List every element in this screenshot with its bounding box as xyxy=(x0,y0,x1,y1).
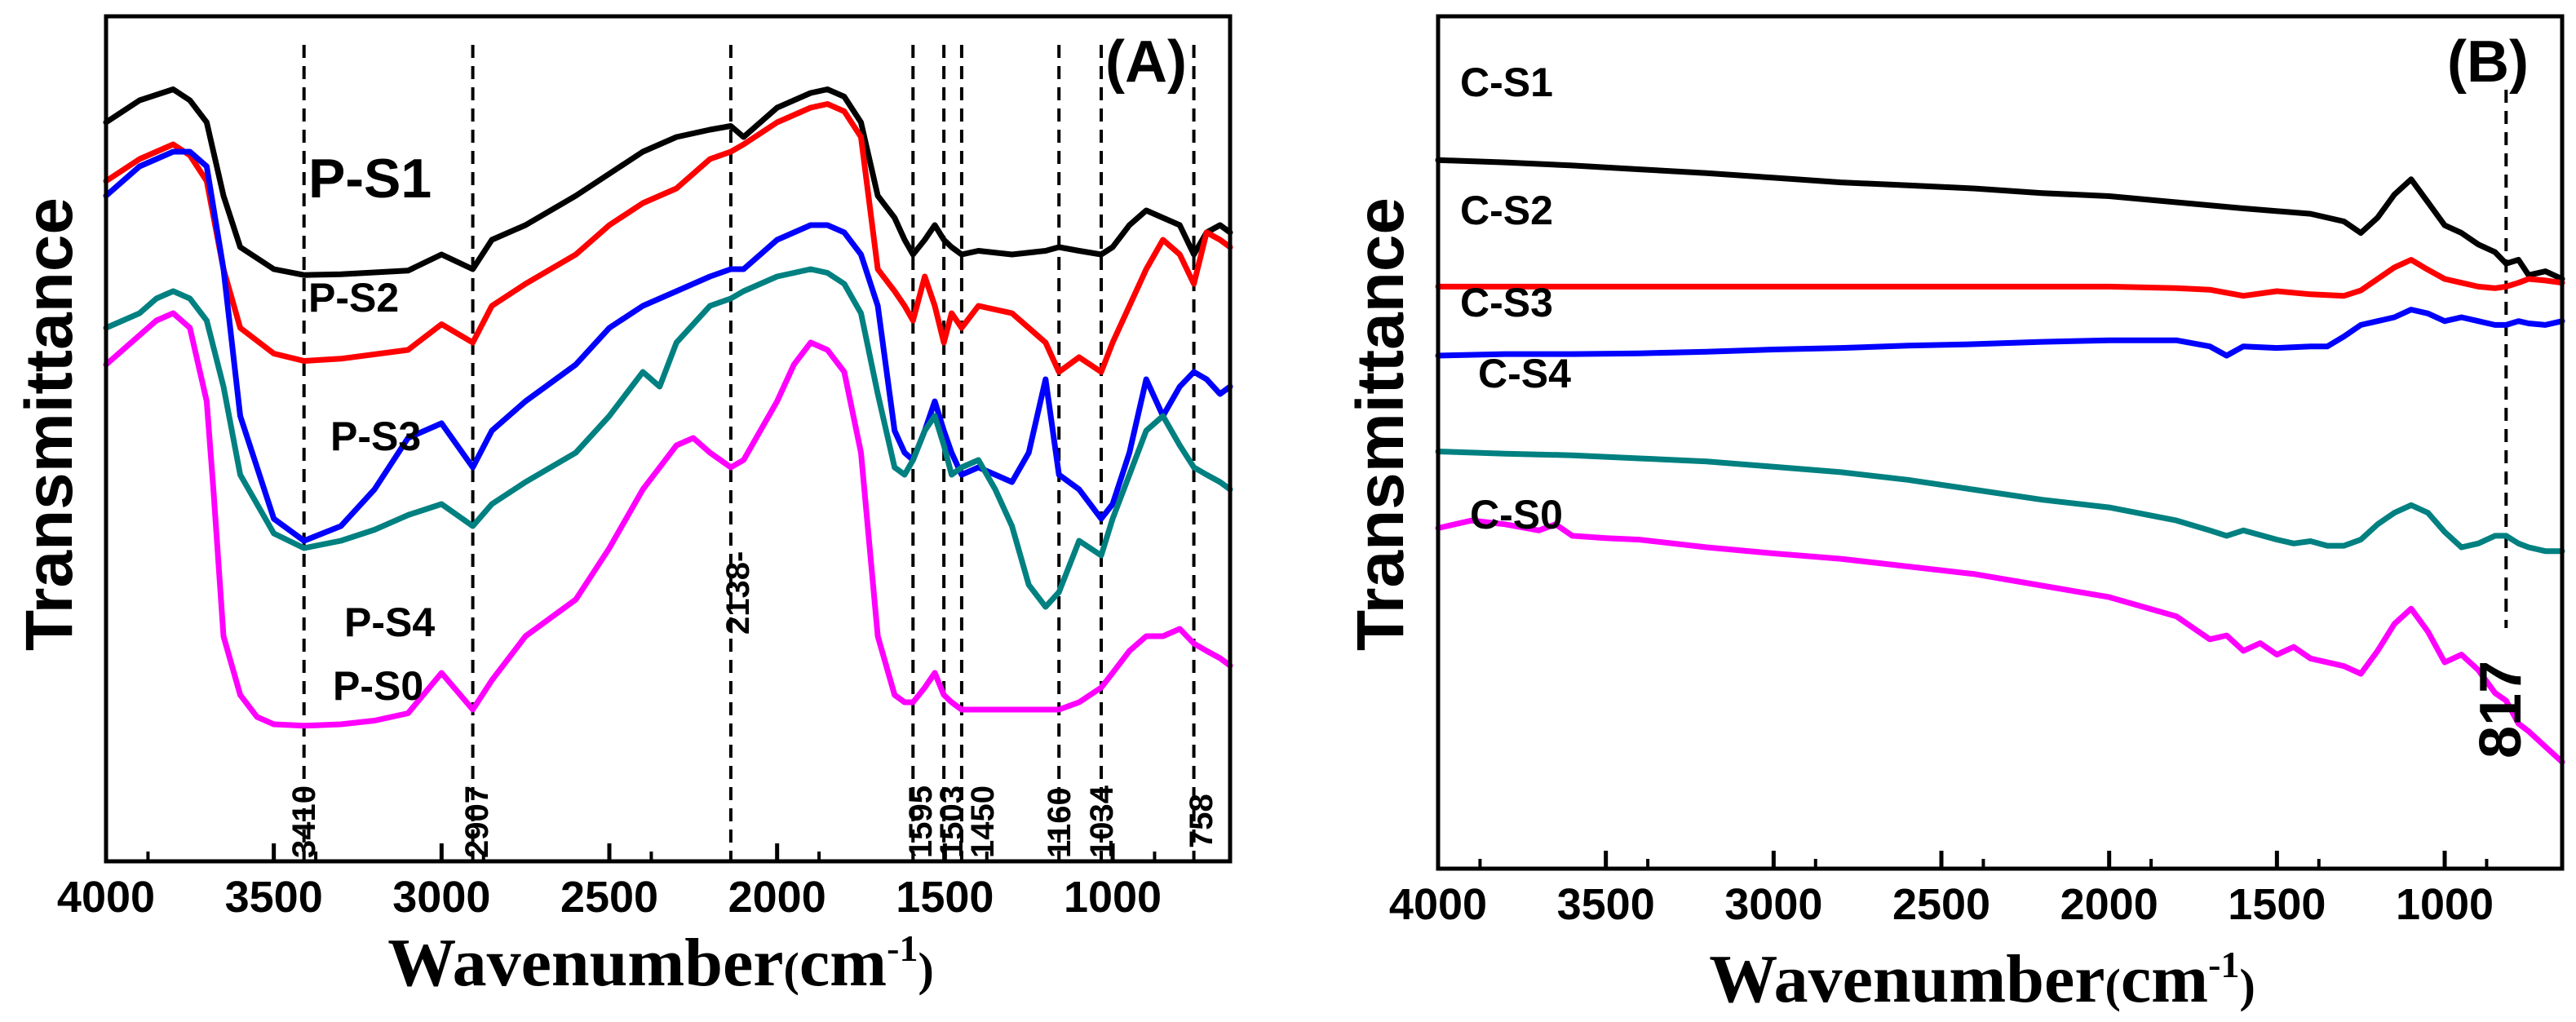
curve-label-p-s1: P-S1 xyxy=(308,148,432,210)
panel-b: 4000 3500 3000 2500 2000 1500 1000 (B) Wavenum… xyxy=(1343,14,2565,1017)
panel-a-x-unit-open: ( xyxy=(784,943,799,996)
panel-a-x-axis-label: Wavenumber xyxy=(387,925,783,1001)
x-tick-label-b-3500: 3500 xyxy=(1557,880,1655,929)
series-line-c-s4 xyxy=(1435,449,2565,555)
panel-b-x-unit-sup: -1 xyxy=(2208,944,2239,985)
x-tick-label-b-3000: 3000 xyxy=(1724,880,1822,929)
x-tick-label-b-2500: 2500 xyxy=(1892,880,1990,929)
series-line-p-s4 xyxy=(103,266,1233,610)
panel-b-x-axis-label: Wavenumber xyxy=(1709,941,2105,1017)
panel-b-x-axis-title: Wavenumber(cm-1) xyxy=(1709,941,2255,1017)
panel-b-y-axis-label: Transmittance xyxy=(1343,197,1418,651)
panel-a-series xyxy=(103,86,1233,729)
peak-label-1450: 1450 xyxy=(965,785,1001,858)
panel-a-x-unit-base: cm xyxy=(799,925,887,1001)
series-line-c-s1 xyxy=(1435,157,2565,282)
curve-label-c-s3: C-S3 xyxy=(1460,280,1553,325)
peak-label-2907: 2907 xyxy=(459,785,495,858)
panel-a-frame xyxy=(104,14,1233,864)
peak-label-1160: 1160 xyxy=(1042,787,1078,858)
panel-b-label: (B) xyxy=(2447,29,2529,95)
x-tick-label-a-3500: 3500 xyxy=(225,873,323,922)
panel-a-label: (A) xyxy=(1105,29,1187,95)
panel-b-x-unit-open: ( xyxy=(2105,959,2121,1012)
curve-label-p-s0: P-S0 xyxy=(333,663,423,709)
x-tick-label-b-4000: 4000 xyxy=(1389,880,1487,929)
x-tick-label-a-2500: 2500 xyxy=(560,873,658,922)
peak-label-3410: 3410 xyxy=(286,785,322,858)
panel-a-x-unit-close: ) xyxy=(918,943,933,996)
curve-label-p-s4: P-S4 xyxy=(344,599,435,645)
x-tick-label-b-2000: 2000 xyxy=(2060,880,2158,929)
x-tick-label-b-1000: 1000 xyxy=(2396,880,2494,929)
series-line-p-s0 xyxy=(103,310,1233,729)
peak-label-758: 758 xyxy=(1184,794,1219,848)
curve-label-c-s0: C-S0 xyxy=(1470,492,1563,538)
peak-label-2138: 2138- xyxy=(720,551,756,635)
peak-label-817: 817 xyxy=(2468,661,2534,759)
series-line-c-s0 xyxy=(1435,517,2565,765)
panel-a-y-axis-label: Transmittance xyxy=(12,197,86,651)
x-tick-label-a-4000: 4000 xyxy=(57,873,155,922)
curve-label-c-s4: C-S4 xyxy=(1478,351,1571,396)
panel-a-x-axis-title: Wavenumber(cm-1) xyxy=(387,925,934,1001)
panel-b-x-ticks: 4000 3500 3000 2500 2000 1500 1000 xyxy=(1389,851,2494,929)
x-tick-label-b-1500: 1500 xyxy=(2228,880,2326,929)
panel-b-series xyxy=(1435,157,2565,765)
peak-label-1503: 1503 xyxy=(934,785,970,858)
panel-a: 4000 3500 3000 2500 2000 1500 1000 (A) Wavenum… xyxy=(12,14,1233,1001)
series-line-c-s3 xyxy=(1435,307,2565,359)
panel-b-frame xyxy=(1436,14,2565,871)
series-line-p-s3 xyxy=(103,148,1233,544)
peak-label-1595: 1595 xyxy=(903,785,939,858)
curve-label-p-s3: P-S3 xyxy=(330,414,421,459)
panel-b-x-unit-close: ) xyxy=(2239,959,2255,1012)
series-line-p-s2 xyxy=(103,101,1233,375)
x-tick-label-a-1000: 1000 xyxy=(1064,873,1162,922)
x-tick-label-a-3000: 3000 xyxy=(392,873,490,922)
series-line-p-s1 xyxy=(103,86,1233,278)
curve-label-p-s2: P-S2 xyxy=(308,275,399,321)
x-tick-label-a-2000: 2000 xyxy=(728,873,826,922)
curve-label-c-s2: C-S2 xyxy=(1460,188,1553,233)
x-tick-label-a-1500: 1500 xyxy=(896,873,994,922)
panel-a-x-ticks: 4000 3500 3000 2500 2000 1500 1000 xyxy=(57,843,1162,922)
curve-label-c-s1: C-S1 xyxy=(1460,60,1553,105)
panel-b-x-unit-base: cm xyxy=(2121,941,2208,1017)
panel-a-x-unit-sup: -1 xyxy=(887,927,918,969)
series-line-c-s2 xyxy=(1435,257,2565,299)
peak-label-1034: 1034 xyxy=(1084,785,1120,858)
